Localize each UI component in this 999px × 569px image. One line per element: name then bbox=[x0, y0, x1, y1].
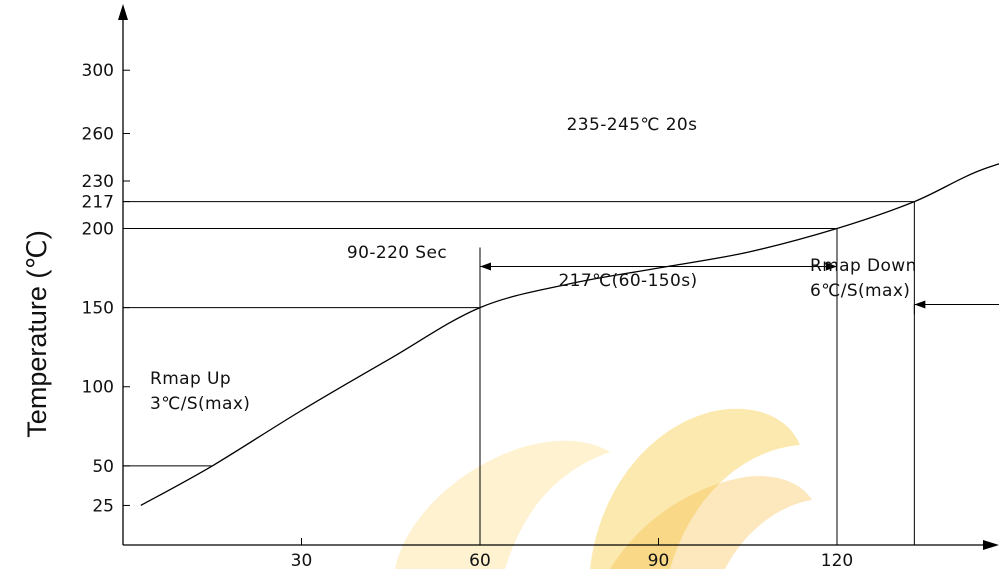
guide-lines bbox=[123, 201, 915, 545]
y-tick-label-200: 200 bbox=[82, 219, 114, 239]
annotation-liquidus: 217℃(60-150s) bbox=[558, 271, 697, 291]
x-axis-arrow bbox=[983, 540, 999, 550]
bracket-preheat-arrow-right bbox=[826, 262, 837, 271]
y-tick-label-260: 260 bbox=[82, 125, 114, 145]
annotation-brackets bbox=[480, 262, 999, 315]
y-tick-label-300: 300 bbox=[82, 61, 114, 81]
annotation-ramp-up-line2: 3℃/S(max) bbox=[150, 394, 250, 414]
y-tick-label-230: 230 bbox=[82, 172, 114, 192]
bracket-preheat-arrow-left bbox=[480, 262, 491, 271]
y-tick-label-100: 100 bbox=[82, 378, 114, 398]
x-tick-label-30: 30 bbox=[291, 551, 313, 569]
series-line-temperature-profile bbox=[140, 163, 999, 506]
y-tick-label-25: 25 bbox=[92, 496, 114, 516]
watermark-leaf-3 bbox=[610, 476, 812, 569]
x-tick-label-60: 60 bbox=[469, 551, 491, 569]
y-tick-label-50: 50 bbox=[92, 457, 114, 477]
bracket-liquidus-arrow-left bbox=[914, 300, 926, 309]
annotation-ramp-down-line2: 6℃/S(max) bbox=[810, 281, 910, 301]
y-axis-label: Temperature (℃) bbox=[22, 230, 52, 437]
annotation-ramp-down-line1: Rmap Down bbox=[810, 256, 917, 276]
annotation-ramp-up-line1: Rmap Up bbox=[150, 369, 231, 389]
y-axis-arrow bbox=[118, 4, 128, 20]
x-tick-label-120: 120 bbox=[821, 551, 853, 569]
watermark-leaf-2 bbox=[590, 408, 800, 569]
x-tick-label-90: 90 bbox=[648, 551, 670, 569]
y-tick-label-150: 150 bbox=[82, 299, 114, 319]
annotation-peak: 235-245℃ 20s bbox=[567, 115, 698, 135]
annotation-preheat: 90-220 Sec bbox=[347, 243, 447, 263]
watermark-leaf-1 bbox=[395, 440, 610, 569]
watermark-logo bbox=[395, 408, 812, 569]
y-tick-label-217: 217 bbox=[82, 193, 114, 213]
